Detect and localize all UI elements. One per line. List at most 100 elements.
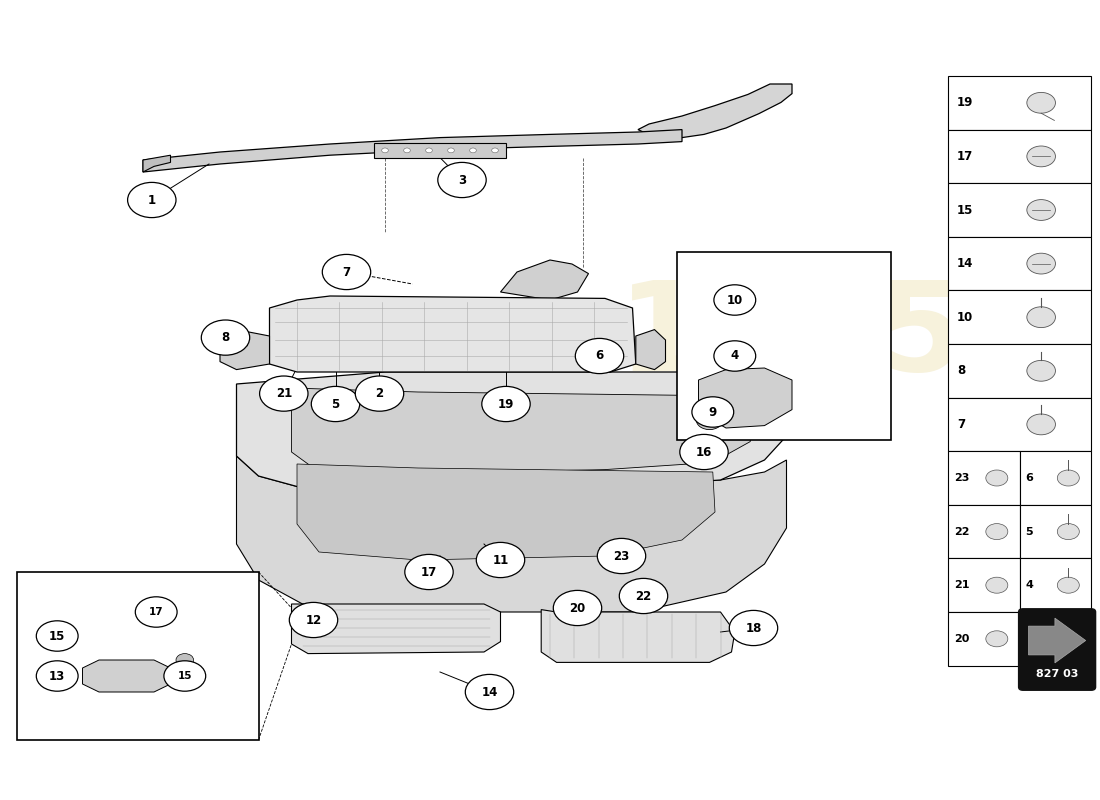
Circle shape bbox=[164, 661, 206, 691]
FancyBboxPatch shape bbox=[1020, 451, 1091, 505]
Circle shape bbox=[986, 630, 1008, 646]
Text: 17: 17 bbox=[421, 566, 437, 578]
FancyBboxPatch shape bbox=[676, 252, 891, 440]
Circle shape bbox=[986, 470, 1008, 486]
Text: 15: 15 bbox=[50, 630, 65, 642]
Circle shape bbox=[729, 610, 778, 646]
Polygon shape bbox=[220, 330, 270, 370]
Circle shape bbox=[1027, 414, 1056, 434]
Polygon shape bbox=[500, 260, 588, 300]
Circle shape bbox=[176, 670, 194, 682]
Text: 17: 17 bbox=[957, 150, 974, 163]
Circle shape bbox=[201, 320, 250, 355]
Circle shape bbox=[482, 386, 530, 422]
Text: 23: 23 bbox=[954, 473, 969, 483]
Circle shape bbox=[476, 542, 525, 578]
Circle shape bbox=[382, 148, 388, 153]
Polygon shape bbox=[143, 155, 170, 172]
Circle shape bbox=[470, 148, 476, 153]
Circle shape bbox=[135, 597, 177, 627]
FancyBboxPatch shape bbox=[948, 505, 1020, 558]
Polygon shape bbox=[698, 368, 792, 428]
Circle shape bbox=[1027, 200, 1056, 221]
Circle shape bbox=[404, 148, 410, 153]
Text: 14: 14 bbox=[957, 257, 974, 270]
FancyBboxPatch shape bbox=[948, 76, 1091, 130]
Circle shape bbox=[986, 578, 1008, 594]
Text: 13: 13 bbox=[50, 670, 65, 682]
Text: 22: 22 bbox=[636, 590, 651, 602]
Polygon shape bbox=[270, 296, 636, 372]
Circle shape bbox=[311, 386, 360, 422]
Text: 18: 18 bbox=[746, 622, 761, 634]
Text: 19: 19 bbox=[957, 96, 974, 110]
FancyBboxPatch shape bbox=[948, 237, 1091, 290]
FancyBboxPatch shape bbox=[1020, 505, 1091, 558]
FancyBboxPatch shape bbox=[948, 183, 1091, 237]
Text: 20: 20 bbox=[570, 602, 585, 614]
Circle shape bbox=[176, 654, 194, 666]
Circle shape bbox=[448, 148, 454, 153]
Text: 14: 14 bbox=[482, 686, 497, 698]
FancyBboxPatch shape bbox=[948, 451, 1020, 505]
Polygon shape bbox=[292, 388, 754, 474]
Circle shape bbox=[1027, 146, 1056, 166]
Text: 5: 5 bbox=[331, 398, 340, 410]
Circle shape bbox=[714, 341, 756, 371]
Text: europaparts: europaparts bbox=[252, 369, 694, 431]
Circle shape bbox=[1057, 523, 1079, 539]
Circle shape bbox=[492, 148, 498, 153]
FancyBboxPatch shape bbox=[948, 130, 1091, 183]
Text: 10: 10 bbox=[727, 294, 742, 306]
Circle shape bbox=[322, 254, 371, 290]
Polygon shape bbox=[236, 456, 786, 612]
Text: 827 03: 827 03 bbox=[1036, 669, 1078, 678]
Text: 1: 1 bbox=[147, 194, 156, 206]
Circle shape bbox=[36, 621, 78, 651]
Text: 5: 5 bbox=[1025, 526, 1033, 537]
Text: 4: 4 bbox=[1025, 580, 1033, 590]
Circle shape bbox=[355, 376, 404, 411]
Text: 11: 11 bbox=[493, 554, 508, 566]
Text: 12: 12 bbox=[306, 614, 321, 626]
FancyBboxPatch shape bbox=[374, 143, 506, 158]
Text: 23: 23 bbox=[614, 550, 629, 562]
Circle shape bbox=[289, 602, 338, 638]
Circle shape bbox=[575, 338, 624, 374]
Polygon shape bbox=[236, 372, 786, 492]
Text: 19: 19 bbox=[498, 398, 514, 410]
Circle shape bbox=[692, 397, 734, 427]
Circle shape bbox=[1027, 306, 1056, 328]
Polygon shape bbox=[292, 604, 500, 654]
Circle shape bbox=[426, 148, 432, 153]
Circle shape bbox=[1057, 470, 1079, 486]
FancyBboxPatch shape bbox=[948, 612, 1020, 666]
Text: 1985: 1985 bbox=[618, 275, 966, 397]
Text: 4: 4 bbox=[730, 350, 739, 362]
Text: 8: 8 bbox=[221, 331, 230, 344]
Text: 6: 6 bbox=[595, 350, 604, 362]
Circle shape bbox=[1027, 253, 1056, 274]
Text: 21: 21 bbox=[276, 387, 292, 400]
Text: 7: 7 bbox=[342, 266, 351, 278]
Text: 2: 2 bbox=[375, 387, 384, 400]
Polygon shape bbox=[636, 330, 666, 370]
Circle shape bbox=[260, 376, 308, 411]
Polygon shape bbox=[82, 660, 170, 692]
Text: 15: 15 bbox=[177, 671, 192, 681]
Circle shape bbox=[619, 578, 668, 614]
Text: 6: 6 bbox=[1025, 473, 1033, 483]
FancyBboxPatch shape bbox=[16, 572, 258, 740]
FancyBboxPatch shape bbox=[1019, 609, 1096, 690]
Text: 17: 17 bbox=[148, 607, 164, 617]
Polygon shape bbox=[1028, 618, 1086, 663]
FancyBboxPatch shape bbox=[948, 398, 1091, 451]
Circle shape bbox=[128, 182, 176, 218]
Polygon shape bbox=[143, 130, 682, 172]
Circle shape bbox=[553, 590, 602, 626]
Text: 21: 21 bbox=[954, 580, 969, 590]
Circle shape bbox=[986, 523, 1008, 539]
Polygon shape bbox=[638, 84, 792, 140]
Text: 9: 9 bbox=[708, 406, 717, 418]
Circle shape bbox=[1057, 578, 1079, 594]
